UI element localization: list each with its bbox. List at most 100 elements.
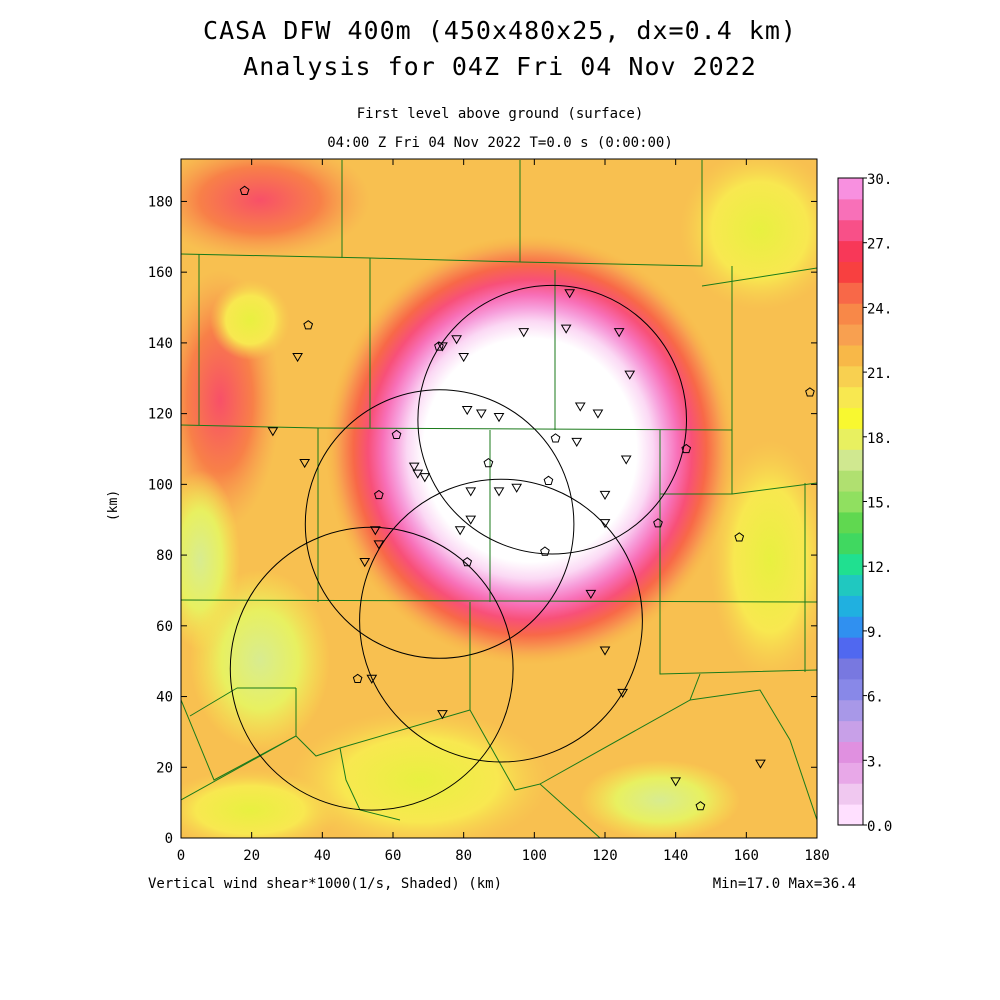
radar-ring (304, 389, 575, 659)
colorbar-label: 24. (867, 301, 892, 317)
radar-ring (359, 478, 643, 763)
colorbar-swatch (838, 219, 863, 242)
colorbar (837, 177, 864, 826)
station-pentagon-marker (540, 546, 550, 556)
station-triangle-marker (560, 324, 572, 334)
station-triangle-marker (292, 352, 303, 363)
station-pentagon-marker (550, 433, 561, 443)
colorbar-swatch (838, 595, 863, 617)
station-pentagon-marker (434, 341, 444, 351)
x-axis: 0 20 40 60 80 100 120 140 160 180 (177, 159, 830, 864)
map-title-line2: Analysis for 04Z Fri 04 Nov 2022 (243, 52, 757, 81)
station-triangle-marker (599, 519, 611, 529)
colorbar-swatch (838, 741, 863, 763)
colorbar-label: 0.0 (867, 819, 892, 835)
station-pentagon-marker (374, 489, 384, 500)
colorbar-swatch (838, 553, 863, 576)
station-triangle-marker (571, 437, 583, 447)
colorbar-swatch (838, 783, 863, 805)
x-tick-label: 100 (522, 848, 547, 864)
station-triangle-marker (412, 469, 424, 479)
station-triangle-marker (599, 490, 611, 500)
colorbar-label: 12. (867, 560, 892, 576)
field-label: Vertical wind shear*1000(1/s, Shaded) (k… (148, 876, 503, 892)
station-triangle-marker (592, 409, 604, 419)
colorbar-swatch (838, 428, 863, 450)
station-triangle-marker (564, 289, 576, 299)
colorbar-label: 15. (867, 496, 892, 512)
colorbar-swatch (838, 198, 863, 221)
station-pentagon-marker (303, 320, 314, 330)
x-tick-label: 180 (804, 848, 829, 864)
station-pentagon-marker (805, 387, 815, 397)
station-triangle-marker (475, 409, 487, 419)
station-pentagon-marker (391, 429, 402, 439)
station-pentagon-marker (695, 801, 706, 811)
colorbar-swatch (838, 511, 863, 534)
station-triangle-marker (465, 487, 477, 497)
colorbar-label: 30. (867, 172, 892, 188)
colorbar-swatch (838, 678, 863, 701)
colorbar-swatch (838, 491, 863, 513)
station-triangle-marker (359, 558, 371, 568)
colorbar-swatch (838, 407, 863, 429)
colorbar-swatch (838, 658, 863, 680)
plot-frame (180, 158, 818, 839)
y-tick-label: 160 (148, 265, 173, 281)
x-tick-label: 0 (177, 848, 185, 864)
y-tick-label: 180 (148, 194, 173, 210)
colorbar-label: 27. (867, 237, 892, 253)
y-tick-label: 100 (148, 477, 173, 493)
y-tick-label: 60 (156, 619, 173, 635)
station-triangle-marker (585, 589, 597, 600)
station-triangle-marker (465, 515, 477, 525)
x-tick-label: 20 (243, 848, 260, 864)
colorbar-swatch (838, 699, 863, 722)
y-tick-label: 40 (156, 690, 173, 706)
station-pentagon-marker (483, 457, 494, 468)
y-tick-label: 120 (148, 407, 173, 423)
colorbar-swatch (838, 532, 863, 555)
x-tick-label: 120 (592, 848, 617, 864)
colorbar-labels: 30. 27. 24. 21. 18. 15. 12. 9. 6. 3. 0.0 (863, 172, 892, 835)
colorbar-swatch (838, 762, 863, 784)
colorbar-swatch (838, 324, 863, 346)
station-triangle-marker (373, 540, 385, 550)
y-tick-label: 20 (156, 760, 173, 776)
x-tick-label: 80 (455, 848, 472, 864)
station-pentagon-marker (462, 557, 473, 567)
station-pentagon-marker (352, 673, 363, 683)
y-tick-label: 80 (156, 548, 173, 564)
station-triangle-marker (599, 646, 611, 656)
x-tick-label: 160 (734, 848, 759, 864)
station-triangle-marker (493, 487, 505, 497)
station-pentagon-marker (543, 475, 554, 485)
station-triangle-marker (518, 328, 530, 338)
colorbar-swatch (838, 616, 863, 638)
station-triangle-marker (458, 352, 470, 363)
radar-ring (417, 284, 688, 555)
colorbar-swatch (838, 470, 863, 492)
station-triangle-marker (437, 710, 448, 720)
colorbar-swatch (838, 449, 863, 471)
colorbar-swatch (838, 344, 863, 367)
colorbar-label: 21. (867, 366, 892, 382)
colorbar-swatch (838, 386, 863, 409)
colorbar-swatch (838, 365, 863, 388)
x-tick-label: 40 (314, 848, 331, 864)
station-triangle-marker (437, 342, 448, 352)
station-triangle-marker (299, 459, 311, 469)
station-triangle-marker (267, 427, 279, 437)
station-triangle-marker (670, 777, 682, 787)
shaded-field (181, 159, 817, 838)
colorbar-label: 3. (867, 754, 884, 770)
station-triangle-marker (461, 405, 473, 416)
colorbar-swatch (838, 303, 863, 325)
county-boundaries (181, 160, 817, 838)
station-triangle-marker (620, 455, 632, 465)
station-pentagon-marker (681, 443, 692, 454)
y-axis: 0 20 40 60 80 100 120 140 160 180 (148, 194, 817, 847)
station-triangle-marker (574, 402, 586, 412)
y-tick-label: 140 (148, 336, 173, 352)
